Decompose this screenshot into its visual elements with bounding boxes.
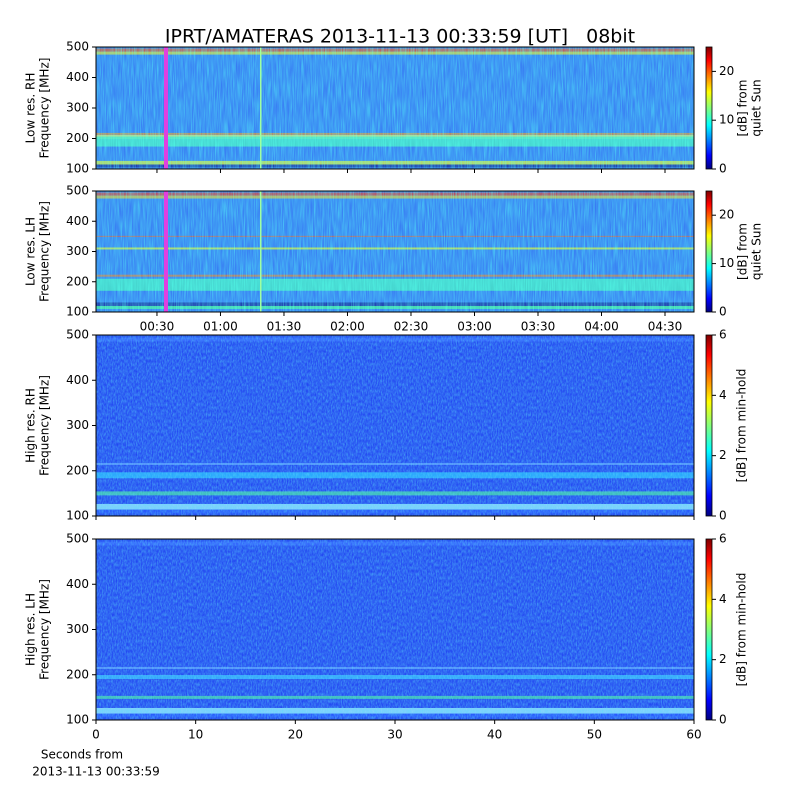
colorbar-label: [dB] from xyxy=(736,80,750,137)
y-tick-label: 200 xyxy=(66,667,89,681)
colorbar-tick-label: 0 xyxy=(719,305,727,319)
y-tick-label: 400 xyxy=(66,70,89,84)
x-tick-label: 60 xyxy=(686,728,701,742)
y-tick-label: 500 xyxy=(66,328,89,342)
x-tick-label: 20 xyxy=(288,728,303,742)
x-tick-label: 03:00 xyxy=(457,320,492,334)
colorbar-label: quiet Sun xyxy=(750,79,764,136)
x-axis-label: 2013-11-13 00:33:59 xyxy=(32,765,159,779)
spectrogram-noise xyxy=(96,539,694,720)
colorbar-tick-label: 6 xyxy=(719,532,727,546)
y-axis-label: Low res. RH xyxy=(24,73,38,144)
x-tick-label: 02:30 xyxy=(394,320,429,334)
colorbar-tick-label: 10 xyxy=(719,113,734,127)
x-tick-label: 00:30 xyxy=(140,320,175,334)
y-tick-label: 200 xyxy=(66,463,89,477)
spectrogram-noise xyxy=(96,191,694,312)
colorbar-label: [dB] from xyxy=(736,223,750,280)
x-tick-label: 04:30 xyxy=(648,320,683,334)
y-axis-label: Frequency [MHz] xyxy=(38,579,52,680)
x-tick-label: 01:00 xyxy=(203,320,238,334)
colorbar-tick-label: 4 xyxy=(719,592,727,606)
marker-line xyxy=(260,47,262,169)
y-tick-label: 400 xyxy=(66,214,89,228)
colorbar-tick-label: 0 xyxy=(719,162,727,176)
colorbar xyxy=(705,190,713,313)
marker-line xyxy=(164,191,168,312)
colorbar-tick-label: 6 xyxy=(719,328,727,342)
x-tick-label: 02:00 xyxy=(330,320,365,334)
y-tick-label: 100 xyxy=(66,305,89,319)
y-tick-label: 300 xyxy=(66,622,89,636)
spectrogram xyxy=(96,191,694,312)
spectrogram xyxy=(96,47,694,169)
x-tick-label: 50 xyxy=(587,728,602,742)
y-tick-label: 400 xyxy=(66,577,89,591)
x-tick-label: 03:30 xyxy=(521,320,556,334)
spectrogram-noise xyxy=(96,47,694,169)
colorbar-tick-label: 0 xyxy=(719,713,727,727)
y-tick-label: 500 xyxy=(66,184,89,198)
y-tick-label: 400 xyxy=(66,373,89,387)
y-axis-label: Low res. LH xyxy=(24,217,38,286)
spectrogram-noise xyxy=(96,335,694,516)
y-axis-label: High res. LH xyxy=(24,593,38,666)
y-axis-label: High res. RH xyxy=(24,388,38,463)
x-tick-label: 10 xyxy=(188,728,203,742)
colorbar-label: [dB] from min-hold xyxy=(735,573,749,687)
y-tick-label: 300 xyxy=(66,244,89,258)
colorbar xyxy=(705,46,713,170)
y-tick-label: 500 xyxy=(66,532,89,546)
y-axis-label: Frequency [MHz] xyxy=(38,58,52,159)
colorbar xyxy=(705,334,713,517)
y-axis-label: Frequency [MHz] xyxy=(38,201,52,302)
y-tick-label: 500 xyxy=(66,40,89,54)
marker-line xyxy=(260,191,262,312)
y-tick-label: 200 xyxy=(66,131,89,145)
x-tick-label: 01:30 xyxy=(267,320,302,334)
colorbar xyxy=(705,538,713,721)
colorbar-tick-label: 4 xyxy=(719,388,727,402)
marker-line xyxy=(164,47,168,169)
spectrogram xyxy=(96,335,694,516)
colorbar-tick-label: 20 xyxy=(719,208,734,222)
x-axis-label: Seconds from xyxy=(41,748,123,762)
x-tick-label: 04:00 xyxy=(584,320,619,334)
x-tick-label: 30 xyxy=(387,728,402,742)
colorbar-tick-label: 2 xyxy=(719,448,727,462)
chart-title: IPRT/AMATERAS 2013-11-13 00:33:59 [UT] 0… xyxy=(165,26,635,48)
colorbar-label: quiet Sun xyxy=(750,223,764,280)
colorbar-tick-label: 2 xyxy=(719,652,727,666)
spectrogram xyxy=(96,539,694,720)
y-axis-label: Frequency [MHz] xyxy=(38,375,52,476)
colorbar-tick-label: 10 xyxy=(719,256,734,270)
x-tick-label: 0 xyxy=(92,728,100,742)
colorbar-label: [dB] from min-hold xyxy=(735,369,749,483)
colorbar-tick-label: 0 xyxy=(719,509,727,523)
y-tick-label: 200 xyxy=(66,274,89,288)
colorbar-tick-label: 20 xyxy=(719,64,734,78)
y-tick-label: 100 xyxy=(66,509,89,523)
y-tick-label: 300 xyxy=(66,418,89,432)
x-tick-label: 40 xyxy=(487,728,502,742)
y-tick-label: 100 xyxy=(66,162,89,176)
y-tick-label: 300 xyxy=(66,101,89,115)
y-tick-label: 100 xyxy=(66,713,89,727)
